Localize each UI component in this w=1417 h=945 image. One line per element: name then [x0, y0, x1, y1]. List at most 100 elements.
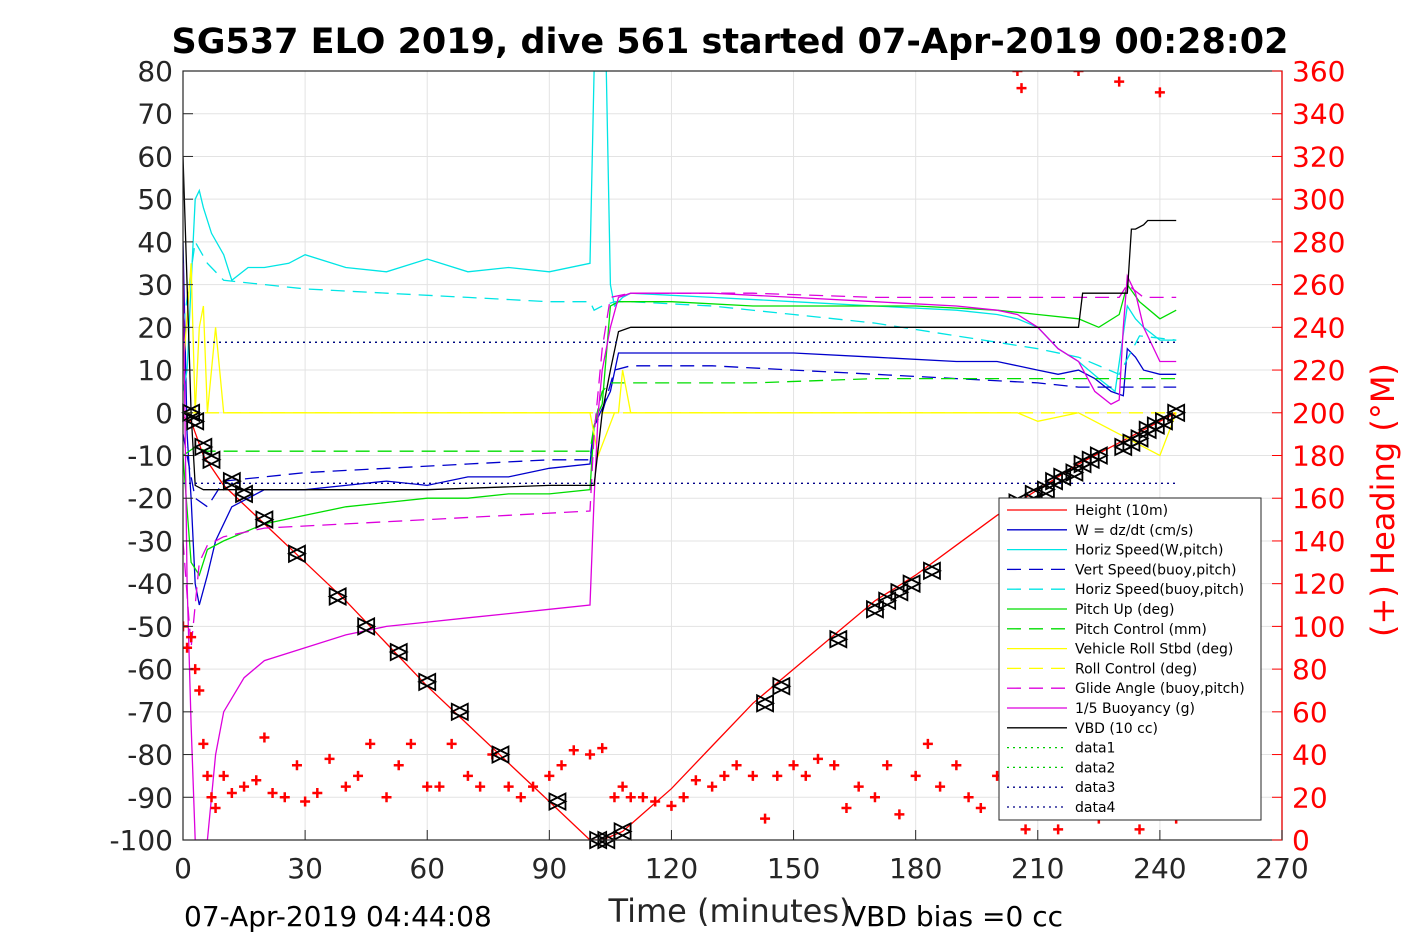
depth-markers [181, 403, 1187, 850]
series-line-horiz_buoy [183, 239, 1177, 376]
y-tick-label: 40 [137, 226, 173, 259]
depth-marker [1052, 467, 1073, 487]
y2-tick-label: 240 [1292, 311, 1345, 344]
y2-tick-label: 120 [1292, 568, 1345, 601]
heading-point [183, 642, 193, 653]
heading-point [760, 813, 771, 824]
series-line-vbd [183, 156, 1177, 491]
heading-point [963, 792, 974, 803]
legend-label-pitch_ctl: Pitch Control (mm) [1075, 622, 1207, 638]
legend-box [998, 497, 1262, 821]
legend-label-roll_ctl: Roll Control (deg) [1075, 661, 1197, 677]
heading-point [1020, 824, 1031, 835]
heading-point [812, 753, 823, 764]
y2-tick-label: 300 [1292, 183, 1345, 216]
series-line-pitch [183, 283, 1177, 577]
y2-tick-label: 320 [1292, 140, 1345, 173]
depth-marker [1088, 446, 1109, 465]
y-tick-label: 10 [137, 354, 173, 387]
x-tick-label: 0 [174, 852, 192, 885]
y2-tick-label: 360 [1292, 55, 1345, 88]
y-tick-label: -50 [127, 610, 173, 643]
y2-tick-label: 100 [1292, 610, 1345, 643]
series-line-pitch_ctl [183, 377, 1177, 457]
y2-tick-label: 280 [1292, 226, 1345, 259]
legend-label-data4: data4 [1075, 800, 1116, 816]
depth-marker [1166, 403, 1187, 423]
y-tick-label: -80 [127, 739, 173, 772]
x-axis-label: Time (minutes) [608, 892, 852, 930]
heading-point [1114, 76, 1125, 87]
heading-point [340, 781, 351, 792]
heading-point [869, 792, 880, 803]
heading-point [528, 781, 539, 792]
y2-tick-label: 0 [1292, 824, 1310, 857]
depth-marker [901, 574, 922, 594]
legend-label-buoy: 1/5 Buoyancy (g) [1075, 701, 1195, 717]
heading-point [515, 792, 526, 803]
x-tick-label: 120 [645, 852, 698, 885]
y2-tick-label: 160 [1292, 482, 1345, 515]
y2-tick-label: 20 [1292, 781, 1328, 814]
heading-point [772, 770, 783, 781]
depth-marker [254, 510, 275, 530]
y2-tick-label: 200 [1292, 397, 1345, 430]
y-tick-label: -90 [127, 781, 173, 814]
depth-marker [755, 693, 776, 713]
depth-marker [771, 676, 792, 696]
depth-marker [877, 591, 898, 611]
heading-point [922, 738, 933, 749]
heading-point [186, 632, 197, 643]
y-tick-label: -100 [109, 824, 173, 857]
heading-point [422, 781, 433, 792]
heading-point [853, 781, 864, 792]
heading-point [251, 775, 262, 786]
heading-point [617, 781, 628, 792]
heading-point [381, 792, 392, 803]
legend-label-vbd: VBD (10 cc) [1075, 721, 1158, 737]
heading-point [731, 760, 742, 771]
legend-label-data2: data2 [1075, 760, 1115, 776]
heading-point [650, 796, 661, 807]
depth-marker [286, 544, 307, 564]
depth-marker [185, 411, 206, 431]
legend: Height (10m) W = dz/dt (cm/s) Horiz Speed(… [998, 497, 1262, 821]
heading-point [894, 809, 905, 820]
heading-point [279, 792, 290, 803]
series-layer [183, 71, 1177, 840]
depth-marker [327, 587, 348, 606]
legend-label-pitch: Pitch Up (deg) [1075, 602, 1174, 618]
y-tick-label: 70 [137, 98, 173, 131]
heading-point [365, 738, 376, 749]
depth-marker [417, 672, 438, 692]
x-tick-label: 150 [767, 852, 820, 885]
heading-point [788, 760, 799, 771]
depth-marker [921, 561, 942, 581]
y-tick-label: -20 [127, 482, 173, 515]
heading-point [597, 743, 608, 754]
legend-label-height: Height (10m) [1075, 503, 1168, 519]
heading-point [951, 760, 962, 771]
x-tick-label: 210 [1011, 852, 1064, 885]
heading-point [1053, 824, 1064, 835]
y-tick-label: 0 [155, 397, 173, 430]
heading-point [637, 792, 648, 803]
footer-vbd-bias: VBD bias =0 cc [847, 900, 1063, 933]
legend-label-w: W = dz/dt (cm/s) [1075, 523, 1194, 539]
depth-marker [612, 821, 633, 841]
depth-marker [234, 484, 255, 504]
heading-point [690, 775, 701, 786]
heading-point [353, 770, 364, 781]
heading-point [198, 738, 209, 749]
y-tick-label: 60 [137, 140, 173, 173]
heading-point [800, 770, 811, 781]
y-tick-label: 50 [137, 183, 173, 216]
y2-tick-label: 180 [1292, 440, 1345, 473]
heading-point [206, 792, 217, 803]
heading-point [544, 770, 555, 781]
y-tick-label: 80 [137, 55, 173, 88]
heading-point [609, 792, 620, 803]
heading-point [678, 792, 689, 803]
heading-point [210, 802, 221, 813]
heading-point [202, 770, 213, 781]
